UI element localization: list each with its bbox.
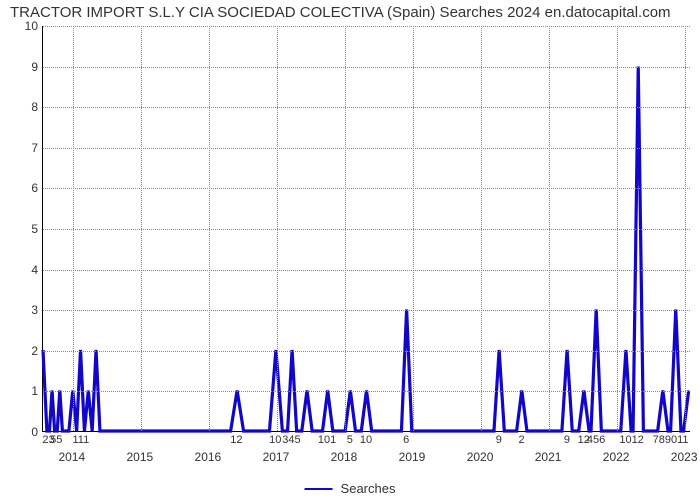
- gridline-v: [277, 26, 278, 431]
- xtick-major-label: 2015: [126, 450, 153, 464]
- legend-swatch: [305, 488, 333, 490]
- xtick-minor-label: 345: [282, 434, 300, 446]
- gridline-v: [345, 26, 346, 431]
- xtick-major-label: 2020: [467, 450, 494, 464]
- gridline-v: [413, 26, 414, 431]
- xtick-major-label: 2018: [331, 450, 358, 464]
- xtick-major-label: 2014: [58, 450, 85, 464]
- chart-title: TRACTOR IMPORT S.L.Y CIA SOCIEDAD COLECT…: [10, 4, 671, 21]
- gridline-v: [141, 26, 142, 431]
- xtick-minor-label: 5: [347, 434, 353, 446]
- gridline-v: [481, 26, 482, 431]
- ytick-label: 0: [8, 425, 38, 439]
- ytick-label: 7: [8, 141, 38, 155]
- xtick-minor-label: 1012: [619, 434, 643, 446]
- legend-label: Searches: [341, 481, 396, 496]
- xtick-minor-label: 9: [564, 434, 570, 446]
- ytick-label: 3: [8, 303, 38, 317]
- xtick-minor-label: 456: [587, 434, 605, 446]
- ytick-label: 2: [8, 344, 38, 358]
- plot-area: [42, 26, 690, 432]
- ytick-label: 9: [8, 60, 38, 74]
- gridline-v: [73, 26, 74, 431]
- xtick-major-label: 2017: [263, 450, 290, 464]
- ytick-label: 5: [8, 222, 38, 236]
- ytick-label: 4: [8, 263, 38, 277]
- series-line: [43, 67, 689, 432]
- xtick-minor-label: 55: [50, 434, 62, 446]
- xtick-major-label: 2023: [671, 450, 698, 464]
- xtick-major-label: 2016: [195, 450, 222, 464]
- ytick-label: 1: [8, 384, 38, 398]
- xtick-minor-label: 10: [360, 434, 372, 446]
- xtick-minor-label: 10: [269, 434, 281, 446]
- xtick-major-label: 2021: [535, 450, 562, 464]
- ytick-label: 8: [8, 100, 38, 114]
- xtick-minor-label: 789011: [653, 434, 689, 446]
- gridline-v: [685, 26, 686, 431]
- xtick-major-label: 2022: [603, 450, 630, 464]
- xtick-minor-label: 9: [496, 434, 502, 446]
- xtick-minor-label: 12: [230, 434, 242, 446]
- xtick-major-label: 2019: [399, 450, 426, 464]
- xtick-minor-label: 6: [403, 434, 409, 446]
- legend: Searches: [305, 481, 396, 496]
- ytick-label: 10: [8, 19, 38, 33]
- gridline-v: [209, 26, 210, 431]
- ytick-label: 6: [8, 181, 38, 195]
- xtick-minor-label: 111: [73, 434, 90, 446]
- gridline-v: [617, 26, 618, 431]
- gridline-v: [549, 26, 550, 431]
- xtick-minor-label: 2: [518, 434, 524, 446]
- xtick-minor-label: 101: [318, 434, 336, 446]
